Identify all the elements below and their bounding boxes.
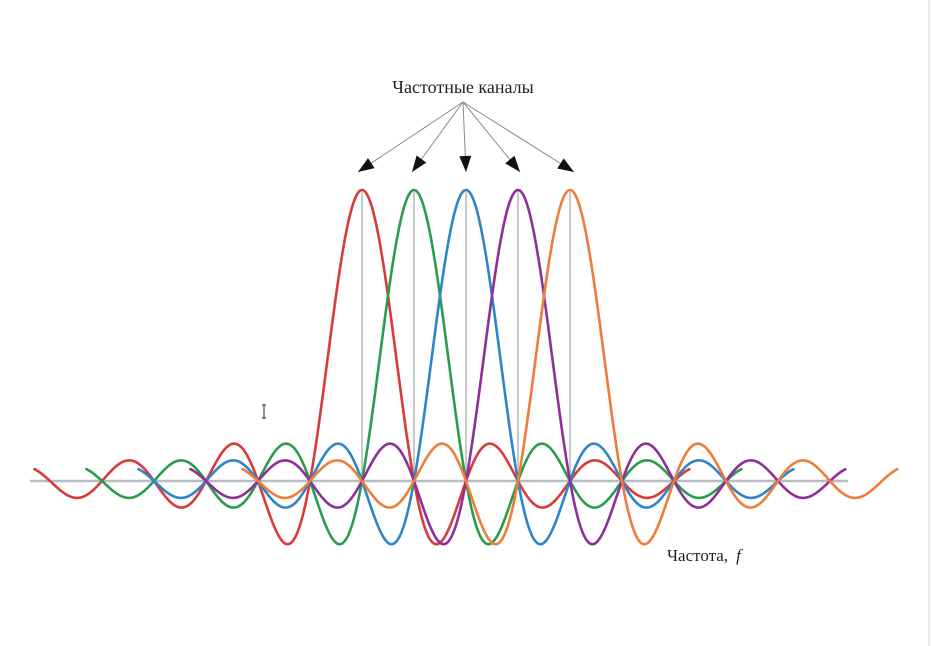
channel-curves: [33, 188, 899, 546]
arrowhead-1: [358, 158, 375, 172]
arrowhead-2: [412, 155, 427, 172]
channel-curve-2: [85, 188, 743, 546]
arrowhead-5: [557, 158, 574, 172]
channel-guide-lines: [361, 192, 571, 481]
channel-curve-3: [137, 188, 795, 546]
diagram-title: Частотные каналы: [392, 77, 533, 97]
pointer-line-5: [462, 101, 575, 173]
channel-curve-4: [189, 188, 847, 546]
arrowhead-3: [459, 155, 472, 172]
frequency-axis-symbol: f: [736, 546, 743, 565]
channel-curve-5: [241, 188, 899, 546]
channel-curve-1: [33, 188, 691, 546]
channel-pointers: [357, 101, 575, 173]
pointer-line-1: [357, 101, 464, 173]
arrowhead-4: [505, 155, 520, 172]
text-cursor-icon: [262, 404, 266, 419]
frequency-axis-label: Частота, f: [667, 546, 743, 565]
frequency-axis-label-text: Частота,: [667, 546, 728, 565]
